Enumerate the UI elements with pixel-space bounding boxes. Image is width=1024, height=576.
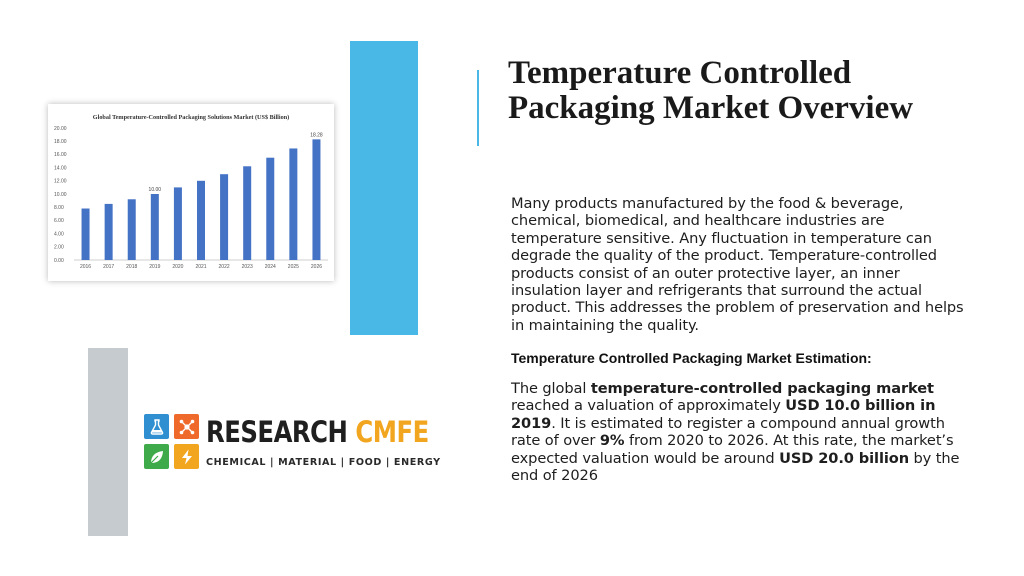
brand-tagline: CHEMICAL | MATERIAL | FOOD | ENERGY	[206, 457, 441, 468]
y-tick-label: 16.00	[54, 152, 67, 158]
x-tick-label: 2017	[103, 264, 114, 270]
chart-bar	[220, 174, 229, 260]
y-tick-label: 4.00	[54, 231, 64, 237]
x-tick-label: 2020	[172, 264, 183, 270]
x-tick-label: 2018	[126, 264, 137, 270]
brand-word-cmfe: CMFE	[355, 415, 429, 449]
brand-name: RESEARCH CMFE	[206, 416, 429, 448]
x-tick-label: 2019	[149, 264, 160, 270]
chart-bar	[81, 208, 90, 260]
y-tick-label: 14.00	[54, 165, 67, 171]
research-cmfe-logo: RESEARCH CMFE CHEMICAL | MATERIAL | FOOD…	[144, 412, 440, 474]
estimation-paragraph: The global temperature-controlled packag…	[511, 380, 971, 484]
y-tick-label: 18.00	[54, 139, 67, 145]
chart-bar	[197, 180, 205, 260]
y-tick-label: 20.00	[54, 126, 67, 132]
chart-bar	[289, 148, 298, 260]
leaf-icon	[144, 444, 169, 469]
chart-bar	[104, 203, 113, 260]
data-label: 10.00	[149, 187, 162, 193]
estimation-text: from 2020 to 2026. At this rate, the mar…	[511, 432, 954, 467]
estimation-text: by the end of 2026	[511, 449, 960, 485]
estimation-highlight: USD 20.0 billion	[779, 449, 909, 467]
data-label: 18.28	[310, 132, 323, 138]
market-bar-chart: Global Temperature-Controlled Packaging …	[54, 114, 328, 270]
flask-icon	[144, 414, 169, 439]
lightning-icon	[174, 444, 199, 469]
page-title: Temperature Controlled Packaging Market …	[508, 55, 914, 126]
y-tick-label: 2.00	[54, 245, 64, 251]
estimation-text: . It is estimated to register a compound…	[511, 414, 945, 450]
chart-bar	[173, 187, 182, 260]
y-tick-label: 0.00	[54, 258, 64, 264]
chart-bar	[266, 157, 275, 260]
estimation-highlight: 9%	[599, 432, 625, 450]
intro-paragraph: Many products manufactured by the food &…	[511, 195, 964, 334]
chart-bar	[150, 194, 159, 260]
x-tick-label: 2016	[80, 264, 91, 270]
x-tick-label: 2026	[311, 264, 322, 270]
x-tick-label: 2021	[195, 264, 206, 270]
y-tick-label: 12.00	[54, 179, 67, 185]
x-tick-label: 2022	[219, 264, 230, 270]
estimation-highlight: temperature-controlled packaging market	[590, 380, 934, 397]
x-tick-label: 2025	[288, 264, 299, 270]
x-tick-label: 2023	[242, 264, 253, 270]
chart-bar	[127, 199, 136, 260]
y-tick-label: 10.00	[54, 192, 67, 198]
estimation-highlight: USD 10.0 billion in 2019	[511, 397, 936, 432]
estimation-text: reached a valuation of approximately	[511, 397, 786, 415]
chart-bar	[312, 139, 321, 260]
x-tick-label: 2024	[265, 264, 276, 270]
chart-bar	[243, 166, 252, 260]
chart-title: Global Temperature-Controlled Packaging …	[93, 114, 289, 121]
title-divider	[477, 70, 479, 146]
molecule-icon	[174, 414, 199, 439]
gray-accent-block	[88, 348, 128, 536]
brand-word-research: RESEARCH	[206, 415, 356, 449]
y-tick-label: 6.00	[54, 218, 64, 224]
blue-accent-block	[350, 41, 418, 335]
y-tick-label: 8.00	[54, 205, 64, 211]
estimation-heading: Temperature Controlled Packaging Market …	[511, 350, 872, 366]
estimation-text: The global	[511, 380, 591, 397]
market-chart: Global Temperature-Controlled Packaging …	[48, 104, 334, 281]
